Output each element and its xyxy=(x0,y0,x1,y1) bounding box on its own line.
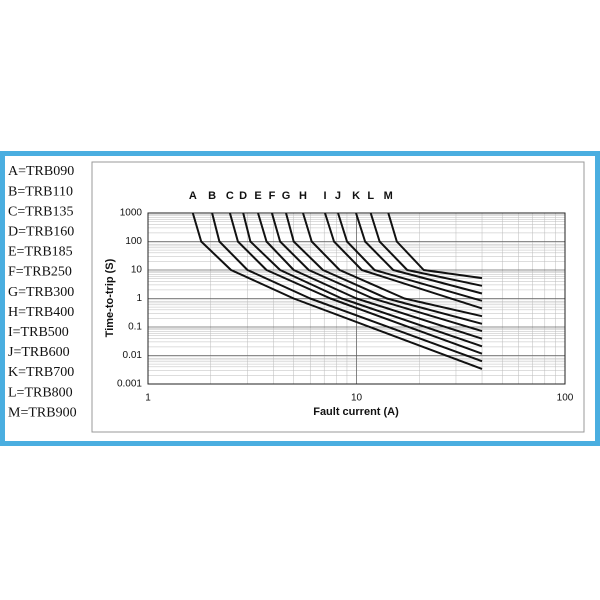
curve-label: F xyxy=(269,190,276,202)
x-tick-label: 10 xyxy=(351,393,363,404)
legend-entry: G=TRB300 xyxy=(8,285,74,300)
curve xyxy=(191,212,483,370)
curve-label: M xyxy=(384,190,393,202)
curve-label: I xyxy=(323,190,326,202)
y-tick-label: 10 xyxy=(131,265,143,276)
curve xyxy=(324,212,483,310)
curve-label: L xyxy=(367,190,374,202)
curve xyxy=(302,212,483,318)
x-tick-label: 100 xyxy=(557,393,574,404)
y-tick-label: 100 xyxy=(125,236,142,247)
legend-entry: K=TRB700 xyxy=(8,365,74,380)
y-tick-label: 0.01 xyxy=(123,350,143,361)
curve-label: H xyxy=(299,190,307,202)
y-tick-label: 1000 xyxy=(120,208,143,219)
curve xyxy=(285,212,483,325)
curve xyxy=(228,212,483,355)
curve-label: B xyxy=(208,190,216,202)
curve xyxy=(242,212,483,348)
curve xyxy=(270,212,483,333)
legend-entry: F=TRB250 xyxy=(8,265,72,280)
curve-label: G xyxy=(282,190,291,202)
legend-entry: D=TRB160 xyxy=(8,225,74,240)
legend-entry: H=TRB400 xyxy=(8,305,74,320)
curve xyxy=(337,212,483,302)
curve-label: E xyxy=(254,190,261,202)
legend-entry: B=TRB110 xyxy=(8,184,73,199)
x-axis-label: Fault current (A) xyxy=(313,406,399,418)
curve-label: K xyxy=(352,190,360,202)
curve-label: D xyxy=(239,190,247,202)
curve-label: A xyxy=(189,190,197,202)
legend-entry: E=TRB185 xyxy=(8,245,73,260)
legend-entry: J=TRB600 xyxy=(8,345,70,360)
y-axis-label: Time-to-trip (S) xyxy=(104,258,116,337)
curve xyxy=(387,212,483,280)
legend-entry: I=TRB500 xyxy=(8,325,69,340)
curve xyxy=(211,212,483,363)
legend-entry: L=TRB800 xyxy=(8,385,73,400)
curve-label: C xyxy=(226,190,234,202)
y-tick-label: 0.001 xyxy=(117,379,142,390)
x-tick-label: 1 xyxy=(145,393,151,404)
legend-entry: C=TRB135 xyxy=(8,204,73,219)
y-tick-label: 1 xyxy=(136,293,142,304)
legend-entry: A=TRB090 xyxy=(8,164,74,179)
curve xyxy=(369,212,483,287)
curve-label: J xyxy=(335,190,341,202)
y-tick-label: 0.1 xyxy=(128,322,142,333)
legend-entry: M=TRB900 xyxy=(8,405,77,420)
curve xyxy=(257,212,483,340)
curve xyxy=(355,212,483,295)
